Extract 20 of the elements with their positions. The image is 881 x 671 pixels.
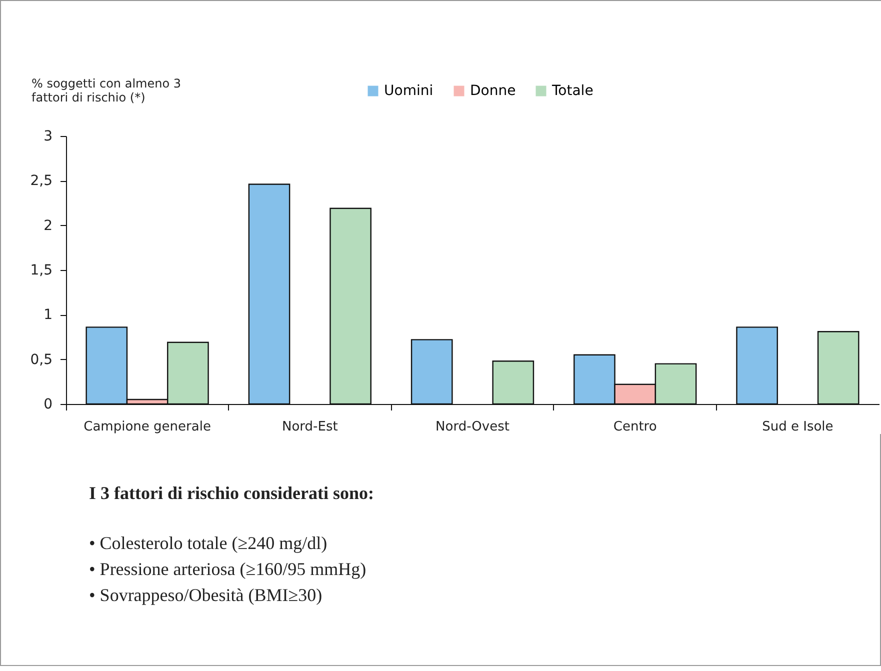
text: • Sovrappeso/Obesità (BMI≥30) [89,584,324,607]
text: • Colesterolo totale (≥240 mg/dl) [89,532,328,555]
x-tick-label: Nord-Ovest [436,420,510,434]
x-tick-label: Sud e Isole [762,420,834,434]
legend-label: Uomini [384,83,434,99]
x-tick-label: Campione generale [84,420,211,434]
text: I 3 fattori di rischio considerati sono: [89,483,374,504]
y-tick-label: 2,5 [30,173,52,190]
y-tick-label: 2 [44,218,52,234]
y-tick-label: 1,5 [30,262,52,278]
y-tick-label: 3 [44,128,52,144]
y-tick-label: 0,5 [30,352,52,368]
x-tick-label: Nord-Est [282,420,338,434]
text: • Pressione arteriosa (≥160/95 mmHg) [89,558,368,581]
legend-label: Donne [470,83,516,99]
y-tick-label: 1 [44,307,52,324]
y-axis-title: % soggetti con almeno 3 fattori di rischio (*) [32,76,182,104]
legend-label: Totale [551,83,594,99]
y-tick-label: 0 [44,396,52,412]
x-tick-label: Centro [613,420,657,434]
